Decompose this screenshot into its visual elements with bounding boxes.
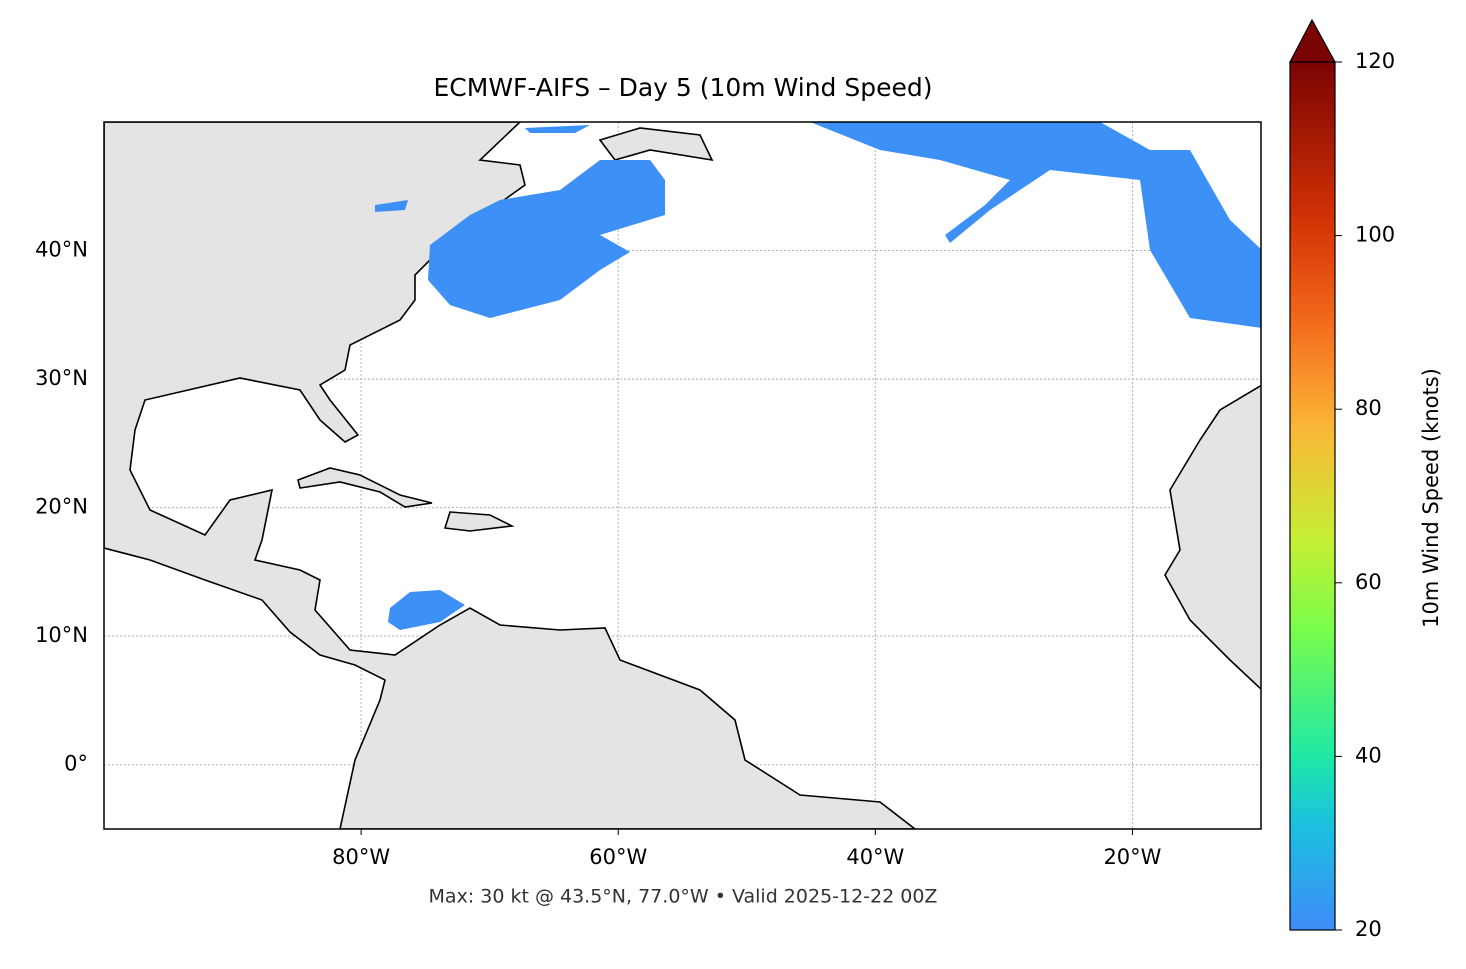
colorbar-tick-label: 80	[1355, 396, 1382, 420]
colorbar-extend	[1289, 18, 1337, 63]
hispaniola	[443, 511, 515, 532]
colorbar-tick-label: 100	[1355, 223, 1395, 247]
colorbar-tick-label: 120	[1355, 49, 1395, 73]
x-tick-label: 60°W	[589, 845, 647, 869]
x-tick-label: 80°W	[332, 845, 390, 869]
colorbar-tick-label: 40	[1355, 743, 1382, 767]
y-tick-label: 20°N	[35, 495, 88, 519]
y-tick-label: 10°N	[35, 623, 88, 647]
newfoundland	[598, 127, 714, 162]
x-tick-label: 40°W	[846, 845, 904, 869]
map-frame	[103, 121, 1262, 830]
africa	[1164, 384, 1261, 691]
map-note: Max: 30 kt @ 43.5°N, 77.0°W • Valid 2025…	[429, 886, 938, 908]
wind-field	[375, 122, 1261, 630]
map-area	[104, 122, 1261, 829]
cuba	[297, 467, 433, 508]
y-tick-label: 0°	[64, 752, 88, 776]
x-tick-label: 20°W	[1103, 845, 1161, 869]
colorbar-label: 10m Wind Speed (knots)	[1419, 368, 1443, 628]
colorbar-frame	[1289, 61, 1336, 931]
map-title: ECMWF-AIFS – Day 5 (10m Wind Speed)	[434, 73, 933, 102]
colorbar-tick-label: 60	[1355, 570, 1382, 594]
y-tick-label: 40°N	[35, 238, 88, 262]
colorbar	[1290, 62, 1335, 930]
colorbar-tick-label: 20	[1355, 917, 1382, 941]
americas	[104, 122, 917, 829]
y-tick-label: 30°N	[35, 366, 88, 390]
